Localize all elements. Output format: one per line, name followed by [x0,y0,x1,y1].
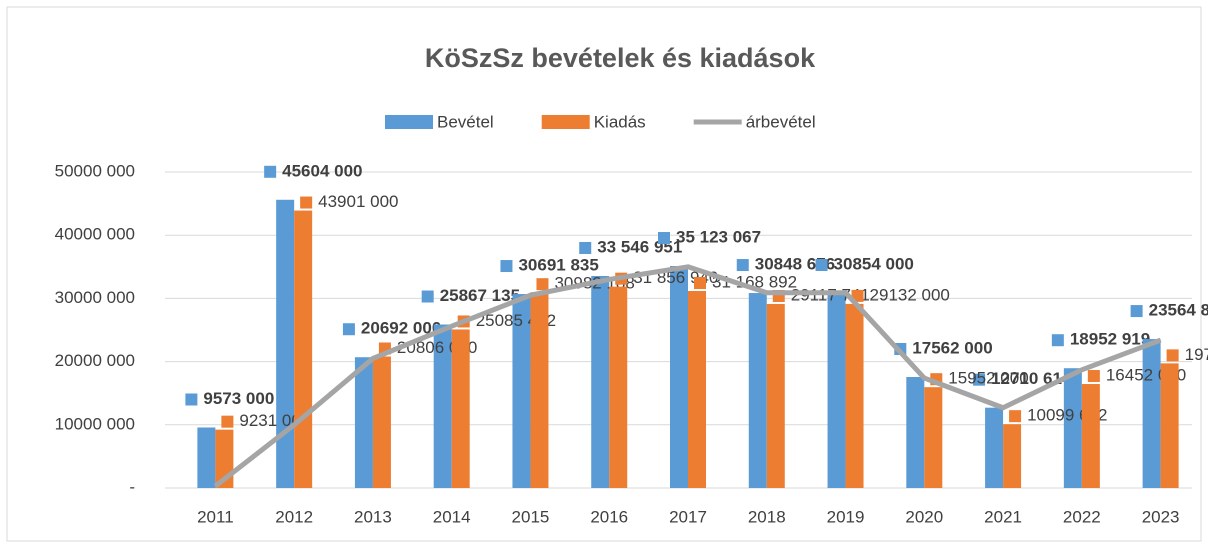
legend-label: Bevétel [437,112,494,131]
x-tick-label: 2014 [433,507,471,526]
data-label: 19720 652 [1185,345,1208,364]
data-label: 23564 804 [1149,301,1208,320]
bar [688,291,706,488]
bar [591,275,610,488]
y-tick-label: 10000 000 [55,414,135,433]
bar [670,266,688,488]
bar [985,407,1004,488]
bar [1142,339,1161,488]
label-marker [300,196,313,209]
data-label: 17562 000 [912,338,992,357]
data-label: 15952 000 [948,369,1028,388]
bar [1063,368,1082,488]
label-marker [694,277,706,290]
label-marker [1087,370,1100,383]
bar [609,286,628,488]
x-tick-label: 2021 [984,507,1022,526]
data-label: 18952 919 [1070,330,1150,349]
bar [1081,384,1100,488]
x-tick-label: 2011 [197,507,234,526]
bar [906,377,925,488]
x-tick-label: 2016 [590,507,628,526]
label-marker [421,290,434,303]
label-marker [221,415,234,428]
chart-title: KöSzSz bevételek és kiadások [425,43,816,73]
legend-label: Kiadás [594,112,646,131]
label-marker [1166,349,1179,362]
bar [276,199,295,488]
label-marker [815,259,828,272]
bar [827,293,846,488]
x-tick-label: 2015 [512,507,550,526]
label-marker [536,278,549,291]
label-marker [973,373,986,386]
bar [433,324,452,488]
label-marker [342,323,355,336]
x-tick-label: 2017 [669,507,707,526]
label-marker [1051,334,1064,347]
bar [512,294,531,488]
label-marker [264,165,277,178]
data-label: 9573 000 [203,389,274,408]
x-tick-label: 2012 [275,507,313,526]
data-label: 35 123 067 [676,228,761,247]
bar [845,303,864,488]
label-marker [500,260,513,273]
bar [1003,424,1022,488]
legend-swatch [385,115,433,129]
data-label: 45604 000 [282,161,362,180]
x-tick-label: 2022 [1063,507,1101,526]
y-tick-label: 50000 000 [55,161,135,180]
legend-swatch [541,115,590,129]
y-tick-label: 40000 000 [55,225,135,244]
y-tick-label: - [129,477,135,496]
legend-label: árbevétel [746,112,816,131]
x-tick-label: 2018 [748,507,786,526]
data-label: 43901 000 [318,192,398,211]
data-label: 29132 000 [870,285,950,304]
data-label: 30691 835 [518,256,598,275]
label-marker [1009,410,1022,423]
bar [924,387,943,488]
x-tick-label: 2019 [827,507,865,526]
data-label: 31 168 892 [712,272,797,291]
bar [197,427,216,488]
y-tick-label: 30000 000 [55,288,135,307]
data-label: 20692 000 [361,319,441,338]
label-marker [1130,305,1143,318]
label-marker [185,393,198,406]
bar [354,357,373,488]
bar [451,329,470,488]
bar [1160,363,1179,488]
label-marker [579,241,592,254]
bar [748,293,767,488]
data-label: 30848 676 [755,255,835,274]
bar [294,210,313,488]
label-marker [736,259,749,272]
data-label: 25867 135 [440,286,520,305]
x-tick-label: 2013 [354,507,392,526]
x-tick-label: 2020 [905,507,943,526]
x-tick-label: 2023 [1142,507,1180,526]
y-tick-label: 20000 000 [55,351,135,370]
label-marker [658,232,670,245]
line [213,264,1162,489]
bar [530,292,549,488]
data-label: 30854 000 [834,254,914,273]
bar [372,356,391,488]
bar [766,303,785,488]
